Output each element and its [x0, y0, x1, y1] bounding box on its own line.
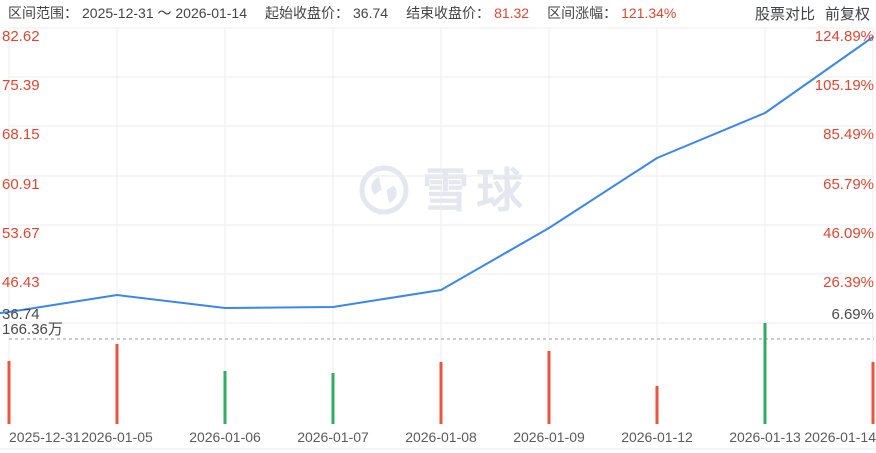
range-label: 区间范围：	[8, 5, 78, 21]
change-label: 区间涨幅：	[547, 5, 618, 21]
x-axis-date-label: 2026-01-08	[405, 429, 477, 445]
volume-bar	[331, 373, 335, 424]
price-line-series	[0, 36, 874, 314]
xueqiu-logo-icon	[359, 165, 409, 215]
volume-bar	[655, 386, 659, 424]
x-axis-date-label: 2026-01-07	[297, 429, 369, 445]
y-axis-label-right: 85.49%	[823, 126, 874, 143]
volume-bar	[871, 362, 875, 424]
stock-compare-button[interactable]: 股票对比	[754, 5, 815, 23]
change-pair: 区间涨幅： 121.34%	[547, 3, 676, 23]
y-axis-label-right: 26.39%	[823, 274, 874, 291]
start-price-label: 36.74	[2, 306, 40, 323]
volume-bar	[439, 362, 443, 424]
end-close-label: 结束收盘价：	[406, 5, 491, 21]
volume-bar	[763, 323, 767, 424]
xueqiu-watermark: 雪球	[358, 164, 530, 216]
adjust-type-button[interactable]: 前复权	[824, 5, 870, 23]
y-axis-label-left: 46.43	[2, 274, 40, 291]
y-axis-label-right: 46.09%	[823, 225, 874, 242]
volume-bar	[223, 371, 227, 424]
start-close-value: 36.74	[353, 5, 389, 21]
y-axis-label-right: 65.79%	[823, 176, 874, 193]
x-axis-date-label: 2025-12-31	[9, 429, 81, 445]
x-axis-date-label: 2026-01-09	[513, 429, 585, 445]
y-axis-label-left: 60.91	[2, 176, 40, 193]
volume-bar	[7, 361, 11, 424]
start-close-pair: 起始收盘价： 36.74	[265, 3, 388, 23]
y-axis-label-left: 82.62	[2, 28, 40, 45]
x-axis-date-label: 2026-01-05	[81, 429, 153, 445]
y-axis-label-right: 105.19%	[814, 77, 874, 94]
end-close-value: 81.32	[494, 5, 530, 21]
chart-controls: 股票对比 前复权	[755, 3, 870, 24]
x-axis-date-label: 2026-01-13	[729, 429, 801, 445]
x-axis-date-label: 2026-01-06	[189, 429, 261, 445]
y-axis-label-left: 75.39	[2, 77, 40, 94]
volume-max-label: 166.36万	[2, 321, 63, 338]
end-close-pair: 结束收盘价： 81.32	[406, 3, 529, 23]
y-axis-label-left: 68.15	[2, 126, 40, 143]
watermark-text: 雪球	[422, 163, 530, 217]
range-value: 2025-12-31 ～ 2026-01-14	[82, 5, 248, 21]
volume-bar	[547, 351, 551, 424]
x-axis-date-label: 2026-01-12	[621, 429, 693, 445]
base-percent-label: 6.69%	[831, 306, 874, 323]
y-axis-label-left: 53.67	[2, 225, 40, 242]
chart-header: 区间范围： 2025-12-31 ～ 2026-01-14 起始收盘价： 36.…	[8, 3, 870, 23]
change-value: 121.34%	[621, 5, 677, 21]
x-axis-date-label: 2026-01-14	[804, 429, 876, 445]
range-pair: 区间范围： 2025-12-31 ～ 2026-01-14	[8, 3, 247, 23]
y-axis-label-right: 124.89%	[814, 28, 874, 45]
start-close-label: 起始收盘价：	[265, 5, 350, 21]
volume-bar	[115, 344, 119, 424]
range-summary: 区间范围： 2025-12-31 ～ 2026-01-14 起始收盘价： 36.…	[8, 3, 694, 23]
